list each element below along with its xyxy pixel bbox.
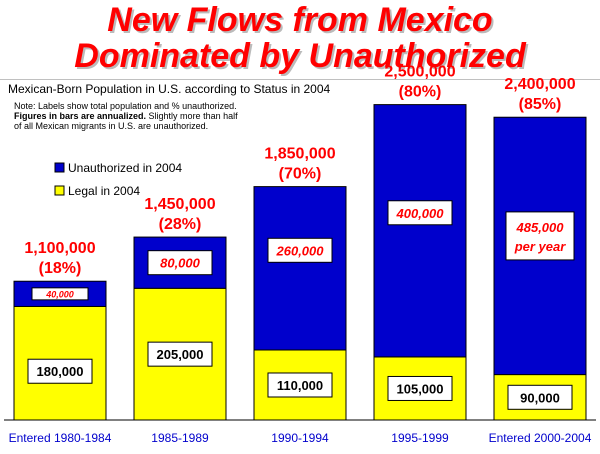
percent-label-2: (70%): [279, 166, 322, 183]
note-line-2-bold: Figures in bars are annualized.: [14, 111, 147, 121]
legend-swatch-legal: [54, 185, 65, 196]
title-divider: [0, 79, 600, 80]
legal-label-4: 90,000: [520, 390, 560, 405]
chart-title-line-1: New Flows from Mexico: [107, 1, 493, 39]
unauthorized-label-box-0: [31, 287, 89, 301]
percent-label-1: (28%): [159, 216, 202, 233]
legal-label-0: 180,000: [37, 364, 84, 379]
unauthorized-label-4-line-2: per year: [514, 239, 567, 254]
category-label-1: 1985-1989: [151, 431, 209, 445]
note-line-3: of all Mexican migrants in U.S. are unau…: [14, 121, 209, 131]
unauthorized-label-4: 485,000: [516, 220, 565, 235]
total-label-3: 2,500,000: [384, 64, 455, 81]
percent-label-0: (18%): [39, 260, 82, 277]
legal-label-box-0: [27, 358, 93, 384]
total-label-0: 1,100,000: [24, 240, 95, 257]
legal-label-box-3: [387, 375, 453, 401]
unauthorized-label-box-1: [147, 250, 213, 276]
percent-label-3: (80%): [399, 84, 442, 101]
unauthorized-label-box-2: [267, 237, 333, 263]
legal-label-box-4: [507, 384, 573, 410]
legal-label-box-1: [147, 341, 213, 367]
legal-label-2: 110,000: [277, 378, 323, 393]
total-label-1: 1,450,000: [144, 196, 215, 213]
legal-label-1: 205,000: [157, 347, 204, 362]
category-label-2: 1990-1994: [271, 431, 329, 445]
total-label-4: 2,400,000: [504, 76, 575, 93]
chart-title-line-2: Dominated by Unauthorized: [74, 37, 526, 75]
category-label-0: Entered 1980-1984: [9, 431, 112, 445]
legal-label-3: 105,000: [397, 381, 444, 396]
legend-label-legal: Legal in 2004: [68, 184, 140, 198]
unauthorized-label-box-4: [505, 211, 575, 261]
unauthorized-label-3: 400,000: [396, 206, 445, 221]
unauthorized-label-1: 80,000: [160, 256, 201, 271]
unauthorized-label-box-3: [387, 200, 453, 226]
category-label-4: Entered 2000-2004: [489, 431, 592, 445]
bar-unauthorized-2: [253, 186, 347, 351]
chart-note: Note: Labels show total population and %…: [14, 101, 314, 131]
percent-label-4: (85%): [519, 96, 562, 113]
total-label-2: 1,850,000: [264, 146, 335, 163]
note-line-2: Figures in bars are annualized. Slightly…: [14, 111, 314, 121]
chart-subtitle: Mexican-Born Population in U.S. accordin…: [8, 82, 331, 96]
note-line-1: Note: Labels show total population and %…: [14, 101, 237, 111]
legend-swatch-unauthorized: [54, 162, 65, 173]
category-label-3: 1995-1999: [391, 431, 449, 445]
legal-label-box-2: [267, 372, 333, 398]
bar-unauthorized-3: [373, 104, 467, 358]
legend-label-unauthorized: Unauthorized in 2004: [68, 161, 182, 175]
note-line-2-rest: Slightly more than half: [146, 111, 238, 121]
unauthorized-label-2: 260,000: [276, 243, 325, 258]
unauthorized-label-0: 40,000: [45, 289, 74, 299]
